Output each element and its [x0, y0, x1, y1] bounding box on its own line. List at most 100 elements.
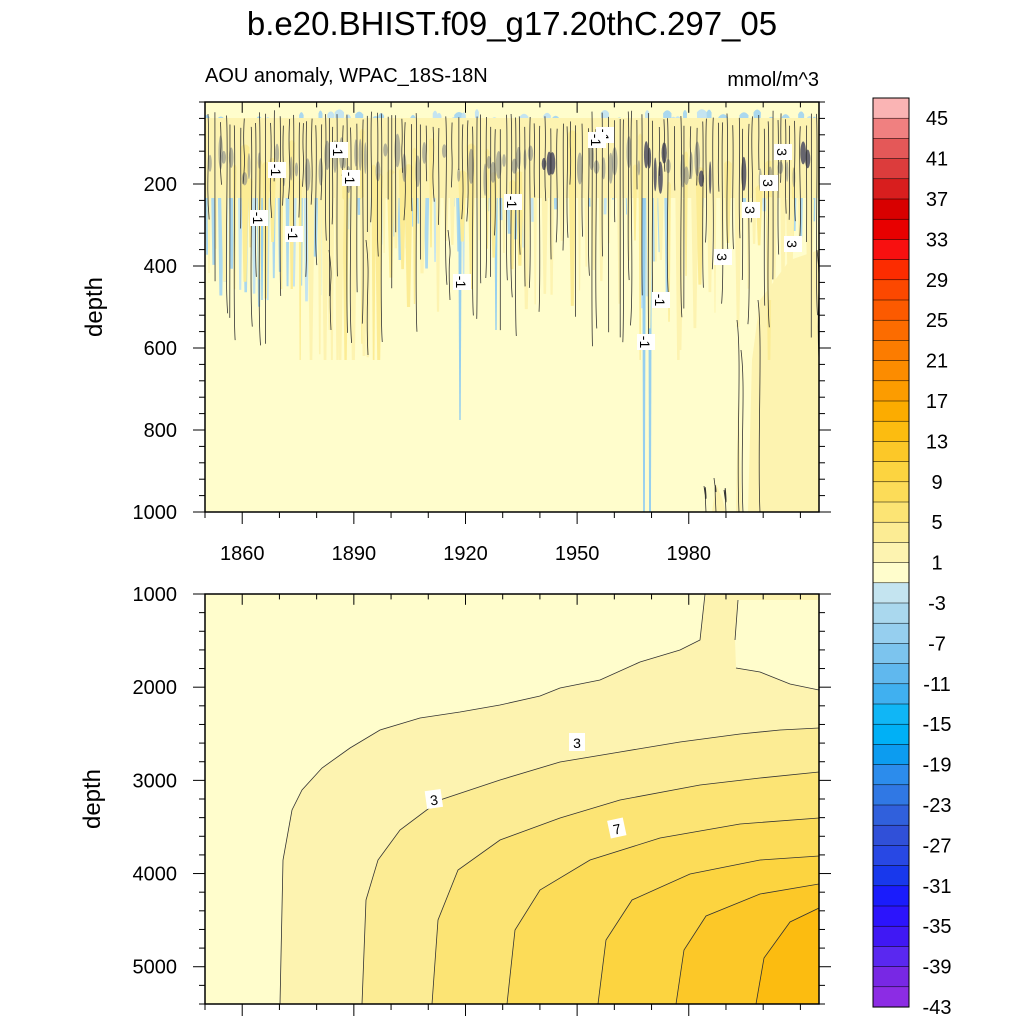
- colorbar-label: 41: [926, 149, 948, 171]
- positive-anomaly-spike: [616, 136, 623, 304]
- colorbar-label: -3: [928, 593, 946, 615]
- top-contour-line: [425, 125, 428, 182]
- top-contour-label: -1: [588, 132, 606, 148]
- colorbar-label: -27: [923, 835, 952, 857]
- bottom-contour-line: [506, 817, 819, 1004]
- bottom-contour-line: [431, 771, 819, 1004]
- top-contour-line: [376, 112, 379, 257]
- colorbar-label: 45: [926, 108, 948, 130]
- positive-anomaly-spike: [706, 148, 714, 293]
- positive-anomaly-spike: [583, 150, 589, 267]
- units-label: mmol/m^3: [727, 69, 819, 91]
- top-contour-line: [732, 125, 734, 250]
- strong-anomaly-mark: [777, 161, 784, 174]
- strong-anomaly-mark: [294, 162, 299, 177]
- colorbar-label: 13: [926, 431, 948, 453]
- x-tick-label: 1890: [332, 543, 377, 565]
- y-tick-label: 400: [144, 256, 177, 278]
- colorbar-swatch: [872, 319, 910, 341]
- strong-anomaly-mark: [658, 161, 663, 194]
- bottom-contour-label: 3: [424, 788, 444, 810]
- strong-anomaly-mark: [241, 172, 248, 186]
- top-contour-label: -1: [652, 292, 670, 308]
- colorbar-swatch: [872, 764, 910, 786]
- colorbar-swatch: [872, 784, 910, 806]
- strong-anomaly-mark: [516, 146, 521, 169]
- bottom-contour-line: [755, 907, 819, 1004]
- top-contour-line: [279, 116, 282, 296]
- contour-label-text: -1: [342, 172, 358, 185]
- colorbar-swatch: [872, 925, 910, 947]
- top-contour-line: [627, 111, 630, 281]
- contour-label-box: [714, 249, 732, 265]
- contour-label-box: [268, 162, 286, 178]
- top-contour-line: [680, 116, 683, 318]
- colorbar-swatch: [872, 744, 910, 766]
- strong-anomaly-mark: [502, 154, 506, 167]
- top-contour-line: [325, 114, 327, 241]
- colorbar-label: -7: [928, 633, 946, 655]
- top-contour-line: [310, 118, 313, 205]
- top-warm-deep-streak: [736, 400, 742, 512]
- colorbar-swatch: [872, 158, 910, 180]
- y-tick-label: 4000: [133, 864, 178, 886]
- strong-anomaly-mark: [576, 152, 583, 185]
- bottom-contour-line: [675, 883, 819, 1004]
- bottom-contour-label: 7: [607, 817, 627, 839]
- x-tick-label: 1860: [220, 543, 265, 565]
- top-contour-line: [225, 115, 229, 314]
- colorbar-label: 25: [926, 310, 948, 332]
- bottom-axis-ticks: 1000 2000 3000 4000 5000: [133, 584, 831, 1016]
- top-panel-frame: [204, 101, 820, 513]
- top-contour-line: [705, 118, 707, 243]
- positive-anomaly-spike: [386, 169, 395, 278]
- top-contour-label: -1: [330, 142, 348, 158]
- contour-label-box: [774, 144, 792, 160]
- top-contour-label: 3: [742, 202, 760, 218]
- colorbar-label: 21: [926, 351, 948, 373]
- strong-anomaly-mark: [422, 142, 427, 164]
- top-contour-line: [562, 123, 564, 251]
- top-contour-line: [721, 122, 724, 304]
- y-tick-label: 600: [144, 338, 177, 360]
- colorbar-swatch: [872, 865, 910, 887]
- top-contour-line: [219, 122, 222, 185]
- colorbar-label: 9: [931, 472, 942, 494]
- top-contour-line: [726, 113, 729, 254]
- colorbar-frame: [872, 97, 910, 1008]
- strong-anomaly-mark: [304, 158, 311, 191]
- colorbar-swatch: [872, 622, 910, 644]
- top-contour-line: [581, 123, 584, 237]
- positive-anomaly-spike: [713, 157, 717, 313]
- y-tick-label: 5000: [133, 957, 178, 979]
- top-contour-label: -1: [285, 226, 303, 242]
- positive-anomaly-spike: [779, 170, 787, 324]
- contour-label-text: 7: [612, 820, 623, 837]
- bottom-contour-line: [734, 599, 819, 691]
- top-contour-label: -1: [453, 274, 471, 290]
- y-tick-label: 1000: [133, 502, 178, 524]
- top-contour-line: [370, 111, 372, 223]
- colorbar-swatch: [872, 723, 910, 745]
- strong-anomaly-mark: [364, 142, 367, 174]
- contour-label-box: [569, 733, 585, 751]
- colorbar-swatch: [872, 420, 910, 442]
- top-contour-label: 3: [774, 144, 792, 160]
- top-contour-line: [777, 120, 780, 255]
- contour-label-box: [424, 788, 444, 810]
- colorbar-swatch: [872, 542, 910, 564]
- contour-label-text: 3: [429, 792, 439, 809]
- positive-anomaly-spike: [632, 164, 638, 241]
- contour-label-box: [742, 202, 760, 218]
- top-contour-line: [450, 122, 453, 188]
- top-contour-label: -1: [342, 170, 360, 186]
- positive-anomaly-spike: [434, 134, 442, 312]
- positive-anomaly-plume: [676, 197, 684, 350]
- top-contour-line: [302, 123, 305, 187]
- colorbar-swatch: [872, 501, 910, 523]
- colorbar-swatch: [872, 279, 910, 301]
- colorbar-swatch: [872, 117, 910, 139]
- colorbar-swatch: [872, 461, 910, 483]
- top-contour-line: [415, 113, 418, 332]
